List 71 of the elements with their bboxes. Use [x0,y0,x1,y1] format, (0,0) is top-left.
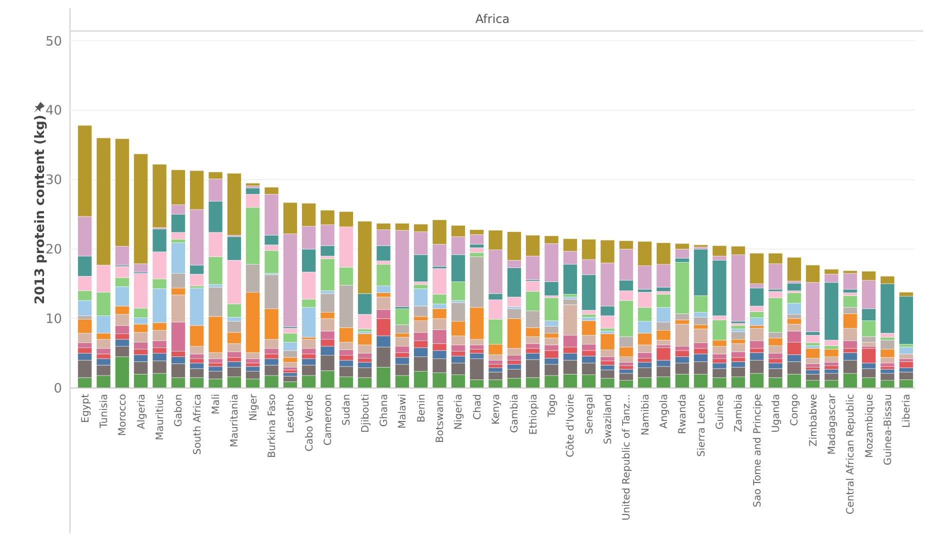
chart-title: Africa [475,12,510,26]
x-tick-label: Cabo Verde [304,394,316,452]
bar [824,366,839,370]
x-tick-label: Zimbabwe [808,394,820,447]
bar [731,332,746,340]
x-tick-label: Algeria [136,394,148,430]
x-tick-label: Mauritania [230,394,241,448]
x-tick-label: Mauritius [155,394,166,440]
x-tick-label: Gambia [510,394,521,433]
x-tick-label: Egypt [80,394,92,423]
x-tick-label: Ethiopia [528,394,540,435]
y-tick-label: 0 [54,382,62,397]
x-tick-label: Uganda [770,394,782,433]
x-tick-label: Botswana [435,394,446,443]
x-tick-label: Congo [790,394,801,426]
x-tick-label: Cameroon [323,394,334,446]
bar [488,364,503,368]
x-tick-label: Chad [472,394,484,420]
x-tick-label: Togo [546,394,558,418]
x-tick-label: Nigeria [454,394,465,430]
y-tick-label: 30 [45,173,62,188]
bar [470,248,484,253]
x-tick-label: Central African Republic [846,394,857,514]
x-tick-label: Morocco [118,394,129,436]
x-tick-label: Swaziland [602,394,614,444]
x-tick-label: United Republic of Tanz... [622,394,633,520]
x-tick-label: Sudan [342,394,353,426]
x-tick-label: Ghana [379,394,390,427]
x-tick-label: Côte d'Ivoire [566,394,577,458]
x-tick-label: Niger [248,393,260,421]
x-tick-label: Kenya [491,394,502,425]
x-tick-label: South Africa [192,394,204,455]
x-tick-label: Liberia [902,394,913,428]
x-tick-label: Senegal [584,394,596,434]
bar [806,367,820,370]
x-tick-label: Guinea-Bissau [882,394,894,466]
x-tick-label: Sao Tome and Principe [752,394,764,508]
bar [898,296,914,344]
x-tick-label: Madagascar [826,393,838,455]
x-tick-label: Benin [416,394,428,422]
bar [320,258,335,291]
x-tick-label: Rwanda [678,394,689,434]
x-tick-label: Tunisia [99,394,110,430]
x-tick-label: Guinea [714,394,726,430]
x-tick-label: Gabon [174,394,185,427]
bar [898,361,914,368]
y-tick-label: 10 [45,312,62,328]
bar [712,245,727,256]
x-tick-label: Djibouti [360,394,372,433]
y-tick-label: 50 [45,34,62,50]
y-tick-label: 20 [45,242,62,258]
bar [842,273,858,290]
bar [786,257,802,282]
bar [246,182,260,186]
y-axis-title: 2013 protein content (kg) [33,114,48,304]
x-tick-label: Namibia [640,394,652,436]
y-tick-label: 40 [45,104,62,119]
bar [582,314,596,318]
x-tick-label: Zambia [734,394,745,432]
x-tick-label: Malawi [398,394,409,429]
bar [806,335,820,344]
x-tick-label: Sierra Leone [696,394,708,457]
bar [283,362,298,368]
bar [731,325,746,330]
x-tick-label: Mozambique [864,394,876,458]
x-tick-label: Lesotho [286,394,297,434]
x-tick-label: Angola [658,394,670,429]
x-tick-label: Burkina Faso [267,394,278,458]
bar [619,366,634,370]
x-tick-label: Mali [211,394,222,414]
bar [786,282,802,291]
